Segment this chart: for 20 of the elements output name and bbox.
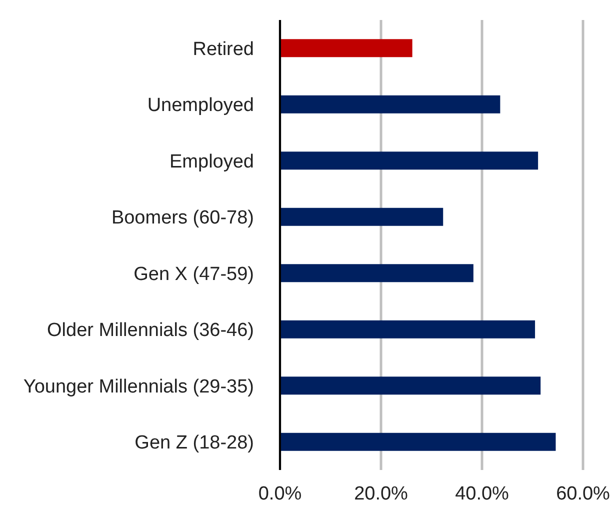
- bar: [280, 264, 474, 282]
- y-tick-label: Younger Millennials (29-35): [23, 376, 254, 398]
- x-tick-label: 20.0%: [354, 483, 408, 504]
- bar: [280, 152, 538, 170]
- y-tick-label: Gen X (47-59): [134, 264, 254, 285]
- x-tick-label: 60.0%: [556, 483, 610, 504]
- y-tick-label: Unemployed: [147, 95, 254, 116]
- bar: [280, 432, 556, 451]
- bar: [280, 95, 500, 114]
- bar: [280, 39, 412, 58]
- y-tick-label: Older Millennials (36-46): [47, 320, 254, 342]
- bar: [280, 208, 444, 226]
- y-tick-label: Retired: [192, 38, 254, 60]
- y-tick-label: Gen Z (18-28): [134, 432, 254, 454]
- bar: [280, 376, 541, 395]
- y-tick-label: Employed: [170, 151, 254, 172]
- y-tick-label: Boomers (60-78): [111, 208, 254, 229]
- x-tick-label: 40.0%: [455, 483, 510, 504]
- bar: [280, 320, 536, 338]
- x-tick-label: 0.0%: [258, 483, 302, 504]
